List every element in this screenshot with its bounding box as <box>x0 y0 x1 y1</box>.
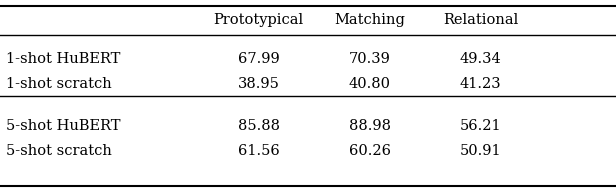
Text: 60.26: 60.26 <box>349 144 391 158</box>
Text: 1-shot HuBERT: 1-shot HuBERT <box>6 52 121 65</box>
Text: 56.21: 56.21 <box>460 119 501 133</box>
Text: 41.23: 41.23 <box>460 77 501 90</box>
Text: Relational: Relational <box>443 13 518 27</box>
Text: 38.95: 38.95 <box>238 77 280 90</box>
Text: 50.91: 50.91 <box>460 144 501 158</box>
Text: 49.34: 49.34 <box>460 52 501 65</box>
Text: 40.80: 40.80 <box>349 77 391 90</box>
Text: Matching: Matching <box>334 13 405 27</box>
Text: 88.98: 88.98 <box>349 119 391 133</box>
Text: 67.99: 67.99 <box>238 52 280 65</box>
Text: Prototypical: Prototypical <box>214 13 304 27</box>
Text: 5-shot scratch: 5-shot scratch <box>6 144 112 158</box>
Text: 70.39: 70.39 <box>349 52 391 65</box>
Text: 61.56: 61.56 <box>238 144 280 158</box>
Text: 85.88: 85.88 <box>238 119 280 133</box>
Text: 1-shot scratch: 1-shot scratch <box>6 77 112 90</box>
Text: 5-shot HuBERT: 5-shot HuBERT <box>6 119 121 133</box>
